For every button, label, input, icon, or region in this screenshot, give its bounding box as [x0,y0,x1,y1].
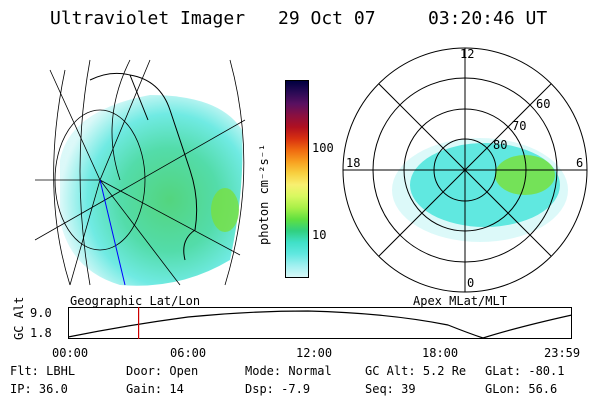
instrument-title: Ultraviolet Imager [50,8,246,29]
info-glat: GLat: -80.1 [485,364,565,378]
time-tick-1200: 12:00 [296,346,333,360]
info-door: Door: Open [126,364,199,378]
aurora-oval-bright-segment [495,155,555,195]
altitude-plot-frame [68,307,572,339]
altitude-tick-min: 1.8 [30,326,52,340]
geographic-label: Geographic Lat/Lon [70,294,201,308]
coastline [89,72,198,261]
colorbar-tick-100: 100 [312,141,334,155]
mlt-label-midnight: 0 [467,276,475,290]
observation-time: 03:20:46 UT [428,8,548,29]
colorbar-tick-10: 10 [312,228,327,242]
info-mode: Mode: Normal [245,364,332,378]
mlt-label-dawn: 6 [576,156,584,170]
altitude-axis-label: GC Alt [12,296,26,340]
mlat-label-70: 70 [512,119,527,133]
polar-mlat-mlt-plot [342,47,588,293]
time-tick-1800: 18:00 [422,346,459,360]
aurora-bright-spot [211,188,239,232]
mlt-label-dusk: 18 [346,156,361,170]
polar-grid [342,47,588,293]
altitude-plot [68,307,572,339]
info-glon: GLon: 56.6 [485,382,558,396]
satellite-track-line [99,179,126,286]
map-grid [34,59,246,286]
time-tick-0000: 00:00 [52,346,89,360]
mlat-label-80: 80 [493,138,508,152]
altitude-curve [68,310,572,339]
mlat-label-60: 60 [536,97,551,111]
time-tick-2359: 23:59 [544,346,581,360]
time-tick-0600: 06:00 [170,346,207,360]
apex-label: Apex MLat/MLT [413,294,507,308]
observation-date: 29 Oct 07 [278,8,376,29]
info-gc-alt: GC Alt: 5.2 Re [365,364,467,378]
geographic-map [34,59,246,286]
info-filter: Flt: LBHL [10,364,76,378]
info-dsp: Dsp: -7.9 [245,382,311,396]
mlt-label-noon: 12 [460,47,475,61]
info-seq: Seq: 39 [365,382,416,396]
info-ip: IP: 36.0 [10,382,68,396]
intensity-colorbar [285,80,309,278]
info-gain: Gain: 14 [126,382,184,396]
aurora-emission-region [60,95,243,286]
colorbar-unit-label: photon cm⁻²s⁻¹ [257,143,271,245]
altitude-tick-max: 9.0 [30,306,52,320]
